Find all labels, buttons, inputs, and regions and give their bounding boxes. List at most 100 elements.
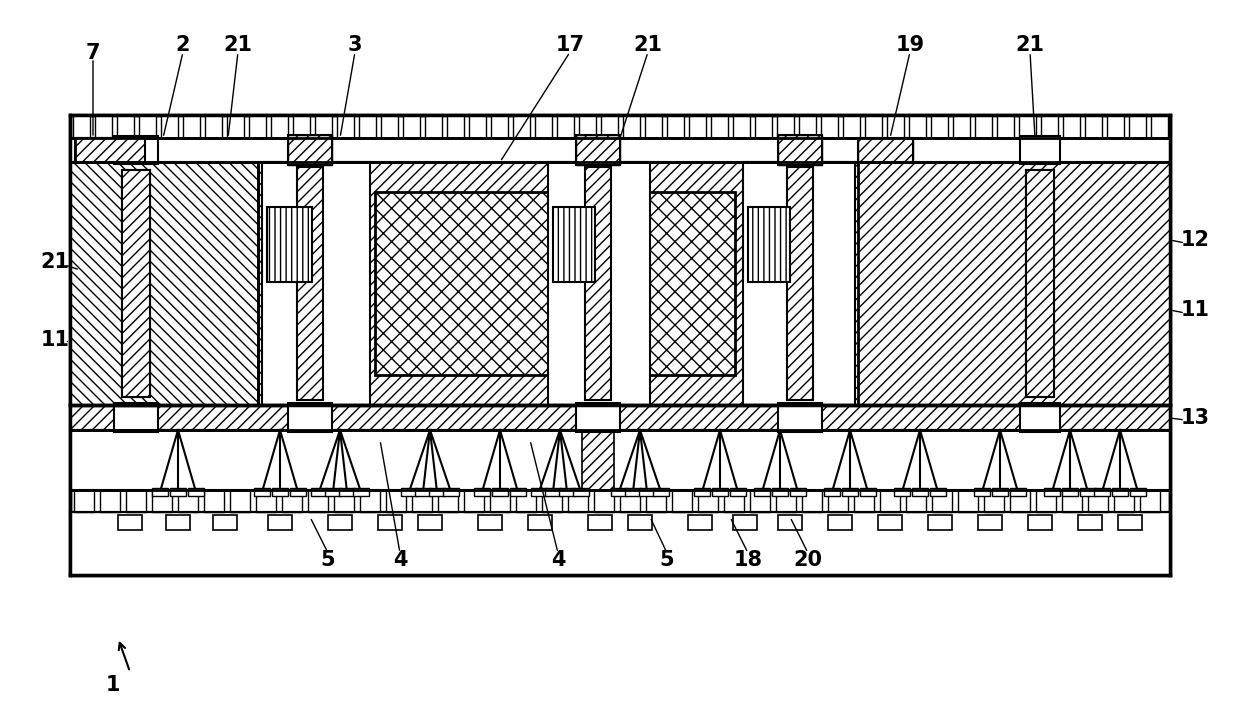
- Bar: [122, 170, 150, 397]
- Bar: [777, 515, 802, 530]
- Bar: [777, 135, 822, 165]
- Bar: [698, 490, 718, 512]
- Bar: [477, 515, 502, 530]
- Bar: [74, 490, 94, 512]
- Bar: [568, 490, 588, 512]
- Bar: [750, 490, 770, 512]
- Bar: [227, 115, 243, 138]
- Bar: [560, 192, 735, 375]
- Bar: [336, 115, 353, 138]
- Bar: [548, 162, 650, 405]
- Bar: [118, 515, 143, 530]
- Bar: [69, 430, 1171, 490]
- Bar: [510, 488, 526, 496]
- Bar: [516, 490, 536, 512]
- Bar: [653, 488, 670, 496]
- Bar: [1094, 488, 1110, 496]
- Bar: [491, 115, 507, 138]
- Bar: [790, 488, 806, 496]
- Bar: [353, 488, 370, 496]
- Bar: [802, 490, 822, 512]
- Bar: [1061, 490, 1083, 512]
- Bar: [474, 488, 490, 496]
- Bar: [1021, 403, 1060, 432]
- Bar: [378, 515, 402, 530]
- Bar: [906, 490, 926, 512]
- Bar: [69, 512, 1171, 575]
- Bar: [262, 162, 370, 405]
- Bar: [74, 138, 145, 162]
- Text: 18: 18: [734, 550, 763, 570]
- Text: 21: 21: [1016, 35, 1044, 55]
- Bar: [559, 488, 575, 496]
- Bar: [754, 115, 771, 138]
- Bar: [842, 488, 858, 496]
- Bar: [1025, 170, 1054, 397]
- Bar: [975, 115, 992, 138]
- Bar: [213, 515, 237, 530]
- Bar: [179, 490, 198, 512]
- Text: 21: 21: [634, 35, 662, 55]
- Bar: [799, 115, 816, 138]
- Bar: [531, 488, 547, 496]
- Bar: [122, 170, 150, 397]
- Bar: [114, 403, 157, 432]
- Bar: [72, 115, 89, 138]
- Bar: [688, 515, 712, 530]
- Bar: [894, 488, 910, 496]
- Text: 20: 20: [794, 550, 822, 570]
- Bar: [290, 488, 306, 496]
- Text: 19: 19: [895, 35, 925, 55]
- Bar: [528, 515, 552, 530]
- Text: 4: 4: [551, 550, 565, 570]
- Bar: [1080, 488, 1096, 496]
- Bar: [553, 207, 595, 282]
- Bar: [1025, 170, 1054, 397]
- Bar: [267, 207, 312, 282]
- Bar: [308, 490, 329, 512]
- Bar: [577, 135, 620, 165]
- Bar: [78, 138, 133, 162]
- Bar: [139, 115, 155, 138]
- Bar: [712, 488, 728, 496]
- Bar: [773, 488, 787, 496]
- Bar: [858, 138, 913, 162]
- Bar: [887, 115, 904, 138]
- Bar: [1128, 115, 1146, 138]
- Bar: [255, 490, 277, 512]
- Text: 13: 13: [1180, 408, 1209, 428]
- Bar: [627, 515, 652, 530]
- Bar: [928, 515, 952, 530]
- Bar: [600, 115, 618, 138]
- Bar: [992, 488, 1008, 496]
- Bar: [577, 403, 620, 432]
- Bar: [288, 135, 332, 165]
- Bar: [270, 115, 288, 138]
- Text: 21: 21: [41, 252, 69, 272]
- Bar: [1087, 490, 1109, 512]
- Bar: [272, 488, 288, 496]
- Bar: [1078, 515, 1102, 530]
- Bar: [288, 403, 332, 432]
- Bar: [1028, 515, 1052, 530]
- Bar: [126, 490, 146, 512]
- Bar: [911, 488, 928, 496]
- Bar: [298, 167, 322, 400]
- Bar: [573, 488, 589, 496]
- Bar: [339, 488, 355, 496]
- Bar: [248, 115, 265, 138]
- Bar: [512, 115, 529, 138]
- Bar: [1063, 115, 1080, 138]
- Bar: [358, 115, 376, 138]
- Bar: [688, 115, 706, 138]
- Bar: [1114, 490, 1135, 512]
- Bar: [1011, 490, 1030, 512]
- Bar: [1112, 488, 1128, 496]
- Bar: [930, 115, 947, 138]
- Bar: [997, 115, 1013, 138]
- Bar: [724, 490, 744, 512]
- Bar: [69, 162, 1171, 405]
- Bar: [985, 490, 1004, 512]
- Bar: [821, 115, 837, 138]
- Bar: [311, 488, 327, 496]
